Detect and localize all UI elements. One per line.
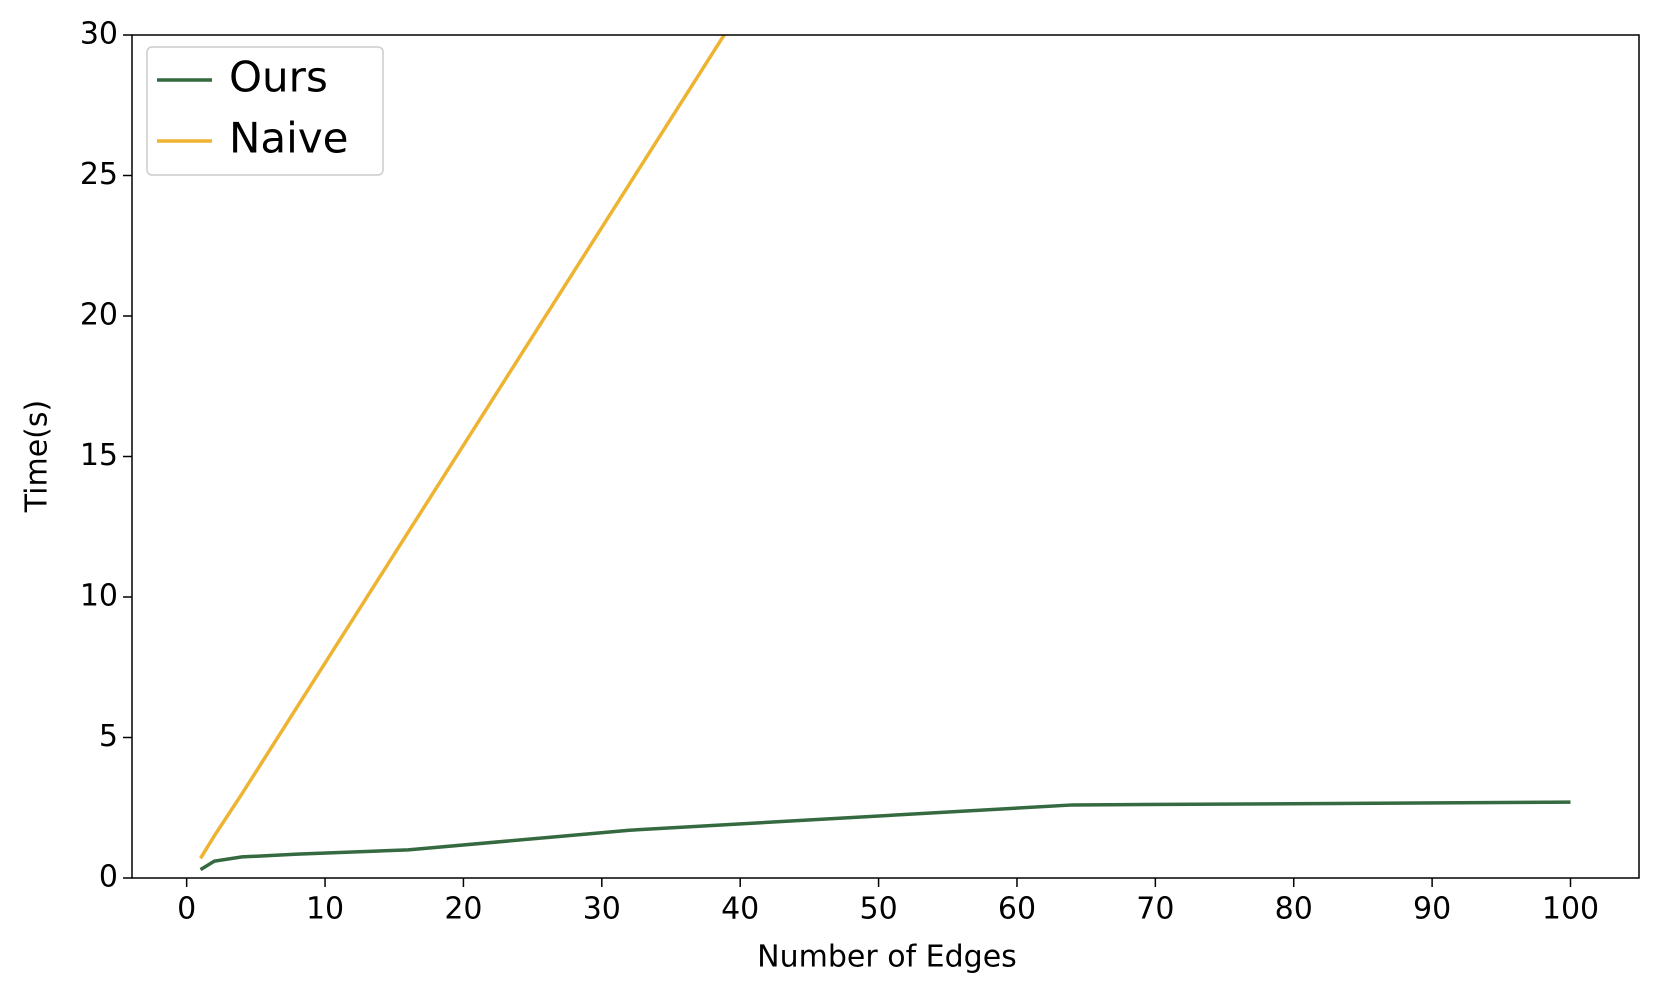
y-axis-label: Time(s) [20,400,55,513]
plot-frame [131,34,1640,879]
line-series [199,800,1571,872]
y-tick-label: 25 [80,157,118,192]
x-tick-label: 10 [306,892,344,927]
x-axis-label: Number of Edges [757,940,1017,975]
y-tick-label: 15 [80,438,118,473]
line-series [199,35,727,860]
legend-label: Ours [229,53,328,102]
x-tick-label: 100 [1542,892,1599,927]
x-tick-label: 20 [444,892,482,927]
x-tick-label: 50 [859,892,897,927]
y-tick-label: 30 [80,17,118,52]
y-tick-label: 20 [80,298,118,333]
y-tick-label: 5 [99,719,118,754]
x-tick-label: 30 [583,892,621,927]
legend-label: Naive [229,114,349,163]
x-tick-label: 80 [1275,892,1313,927]
x-tick-label: 0 [177,892,196,927]
x-tick-label: 60 [998,892,1036,927]
y-tick-label: 10 [80,579,118,614]
x-tick-label: 40 [721,892,759,927]
y-tick-label: 0 [99,860,118,895]
x-tick-label: 70 [1136,892,1174,927]
plot-area [199,35,1571,872]
x-tick-label: 90 [1413,892,1451,927]
